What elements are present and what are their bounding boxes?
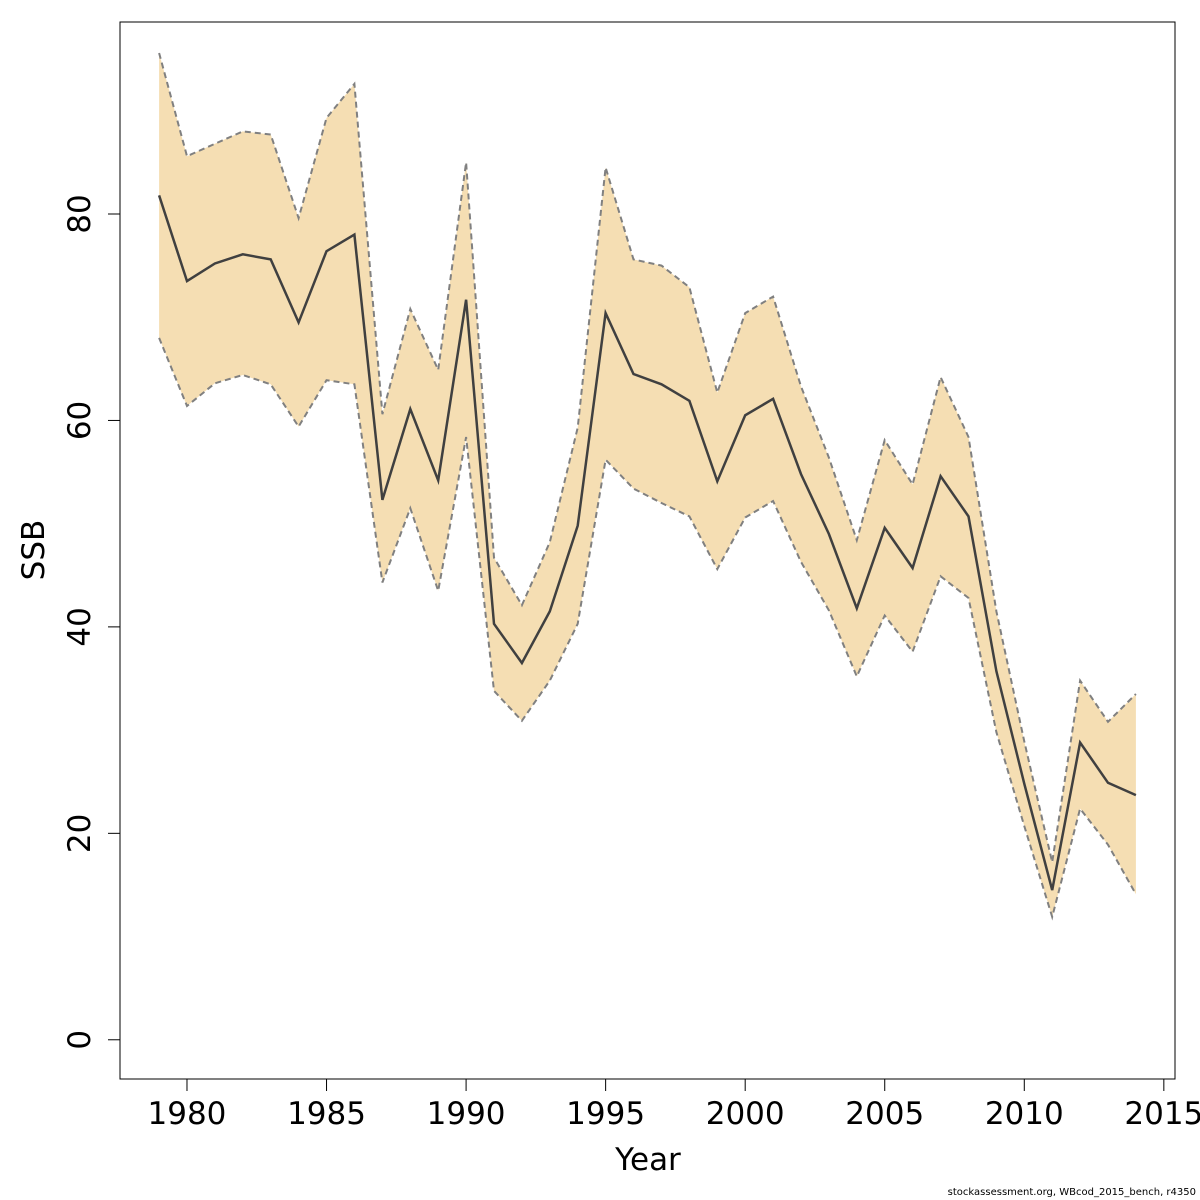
y-tick-label: 80 (62, 194, 98, 233)
x-tick-label: 1995 (566, 1096, 645, 1132)
y-axis-label: SSB (16, 520, 52, 581)
x-axis: 1980 1985 1990 1995 2000 2005 2010 2015 (148, 1078, 1200, 1132)
x-tick-label: 2000 (706, 1096, 785, 1132)
y-tick-label: 20 (62, 814, 98, 853)
x-tick-label: 1990 (427, 1096, 506, 1132)
series-lines (157, 195, 1137, 891)
y-axis: 0 20 40 60 80 (62, 194, 121, 1050)
x-tick-label: 2010 (985, 1096, 1064, 1132)
x-tick-label: 1980 (148, 1096, 227, 1132)
x-tick-label: 2005 (845, 1096, 924, 1132)
y-tick-label: 60 (62, 401, 98, 440)
band-lower-edge (158, 337, 1137, 921)
credit-text: stockassessment.org, WBcod_2015_bench, r… (947, 1187, 1196, 1198)
ssb-line (157, 195, 1137, 891)
x-tick-label: 2015 (1124, 1096, 1200, 1132)
confidence-band (159, 53, 1136, 917)
x-axis-label: Year (614, 1142, 681, 1178)
y-tick-label: 0 (62, 1030, 98, 1050)
y-tick-label: 40 (62, 607, 98, 646)
x-tick-label: 1985 (287, 1096, 366, 1132)
band-upper-edge (158, 52, 1137, 863)
